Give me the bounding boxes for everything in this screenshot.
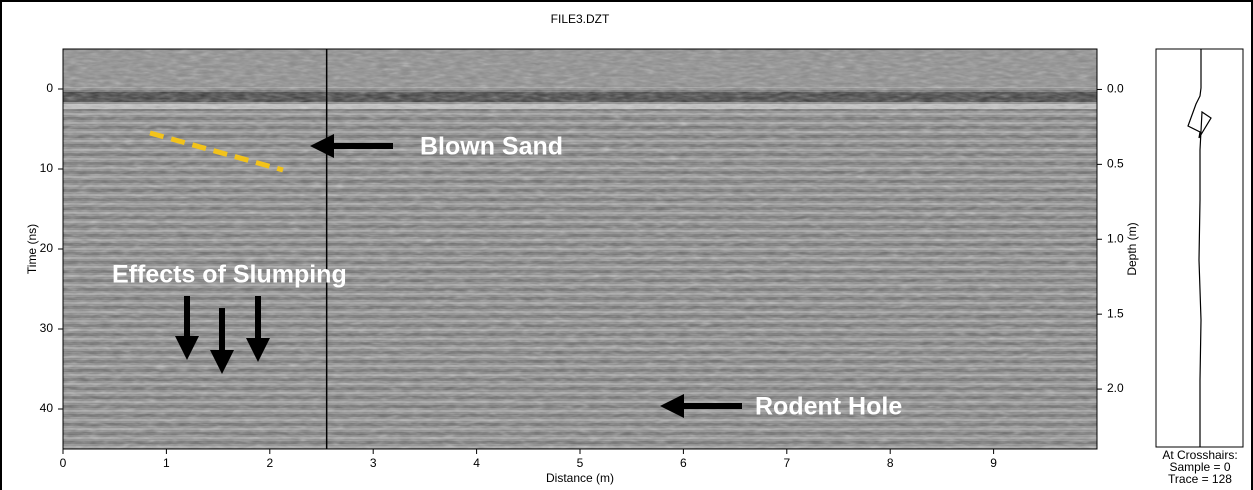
x-axis-label: Distance (m) xyxy=(546,471,614,485)
y-tick-label: 10 xyxy=(40,161,54,175)
x-tick-label: 1 xyxy=(163,456,170,470)
x-tick-label: 7 xyxy=(783,456,790,470)
y2-axis-label: Depth (m) xyxy=(1125,222,1139,275)
trace-wiggle xyxy=(1187,49,1212,447)
chart-title: FILE3.DZT xyxy=(551,12,610,26)
x-tick-label: 2 xyxy=(266,456,273,470)
noise xyxy=(63,49,1097,449)
x-tick-label: 9 xyxy=(990,456,997,470)
x-tick-label: 4 xyxy=(473,456,480,470)
x-tick-label: 6 xyxy=(680,456,687,470)
y2-tick-label: 0.5 xyxy=(1107,157,1124,171)
x-tick-label: 8 xyxy=(887,456,894,470)
trace-panel xyxy=(1155,48,1244,448)
y2-tick-label: 0.0 xyxy=(1107,82,1124,96)
y-axis-label: Time (ns) xyxy=(25,224,39,274)
y-tick-label: 30 xyxy=(40,321,54,335)
plot-area xyxy=(62,48,1098,450)
y2-tick-label: 1.5 xyxy=(1107,306,1124,320)
x-tick-label: 5 xyxy=(577,456,584,470)
crosshair-readout: Trace = 128 xyxy=(1168,472,1232,486)
y2-tick-label: 1.0 xyxy=(1107,231,1124,245)
y-tick-label: 20 xyxy=(40,241,54,255)
crosshair-readout: At Crosshairs: xyxy=(1162,448,1237,462)
annotation: Rodent Hole xyxy=(755,393,902,421)
annotation: Blown Sand xyxy=(420,133,563,161)
dip-line xyxy=(149,130,284,173)
y-tick-label: 40 xyxy=(40,401,54,415)
x-tick-label: 0 xyxy=(60,456,67,470)
y-tick-label: 0 xyxy=(46,81,53,95)
x-tick-label: 3 xyxy=(370,456,377,470)
annotation: Effects of Slumping xyxy=(112,261,347,289)
crosshair-readout: Sample = 0 xyxy=(1169,460,1230,474)
y2-tick-label: 2.0 xyxy=(1107,381,1124,395)
